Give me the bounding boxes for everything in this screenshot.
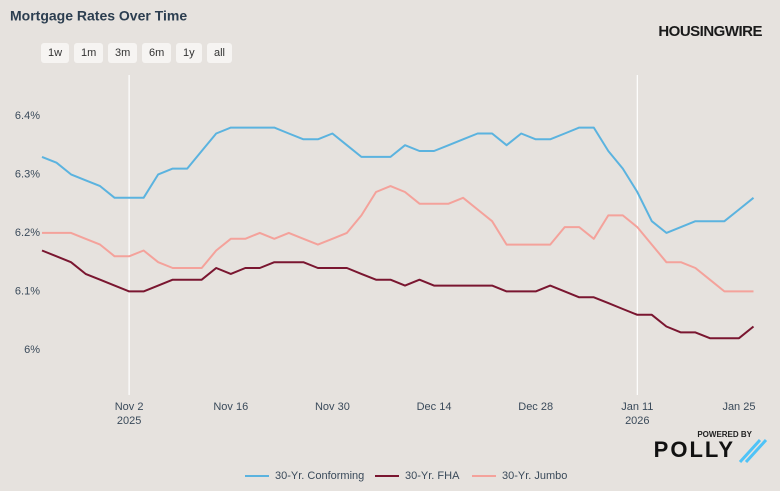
x-tick-label: Nov 2 (115, 401, 144, 413)
range-button[interactable]: 1w (41, 43, 70, 63)
series-line (42, 185, 754, 293)
legend-item: 30-Yr. FHA (375, 470, 460, 482)
y-tick-label: 6.1% (15, 285, 40, 297)
range-button[interactable]: 3m (108, 43, 138, 63)
y-tick-label: 6.2% (15, 227, 40, 239)
partner-logo-mark (738, 438, 768, 464)
x-tick-year: 2026 (625, 415, 649, 427)
y-tick-label: 6% (24, 344, 40, 356)
legend-item: 30-Yr. Jumbo (472, 470, 567, 482)
legend-label: 30-Yr. Jumbo (502, 470, 567, 482)
range-button[interactable]: all (207, 43, 233, 63)
x-tick-year: 2025 (117, 415, 141, 427)
x-tick-label: Jan 25 (722, 401, 755, 413)
x-tick-label: Nov 30 (315, 401, 350, 413)
x-tick-label: Dec 28 (518, 401, 553, 413)
chart-title: Mortgage Rates Over Time (10, 8, 187, 24)
y-tick-label: 6.3% (15, 168, 40, 180)
series-line (41, 249, 755, 340)
x-tick-label: Dec 14 (417, 401, 452, 413)
legend-label: 30-Yr. Conforming (275, 470, 364, 482)
series-line (41, 126, 755, 234)
y-tick-label: 6.4% (15, 110, 40, 122)
partner-logo: POLLY (654, 437, 735, 462)
legend-item: 30-Yr. Conforming (245, 470, 364, 482)
powered-by: POWERED BY (697, 430, 752, 439)
x-tick-label: Nov 16 (213, 401, 248, 413)
brand: HOUSINGWIRE (658, 23, 762, 40)
range-button[interactable]: 6m (142, 43, 172, 63)
legend-label: 30-Yr. FHA (405, 470, 460, 482)
range-button[interactable]: 1m (74, 43, 104, 63)
range-button[interactable]: 1y (176, 43, 202, 63)
x-tick-label: Jan 11 (621, 401, 653, 413)
